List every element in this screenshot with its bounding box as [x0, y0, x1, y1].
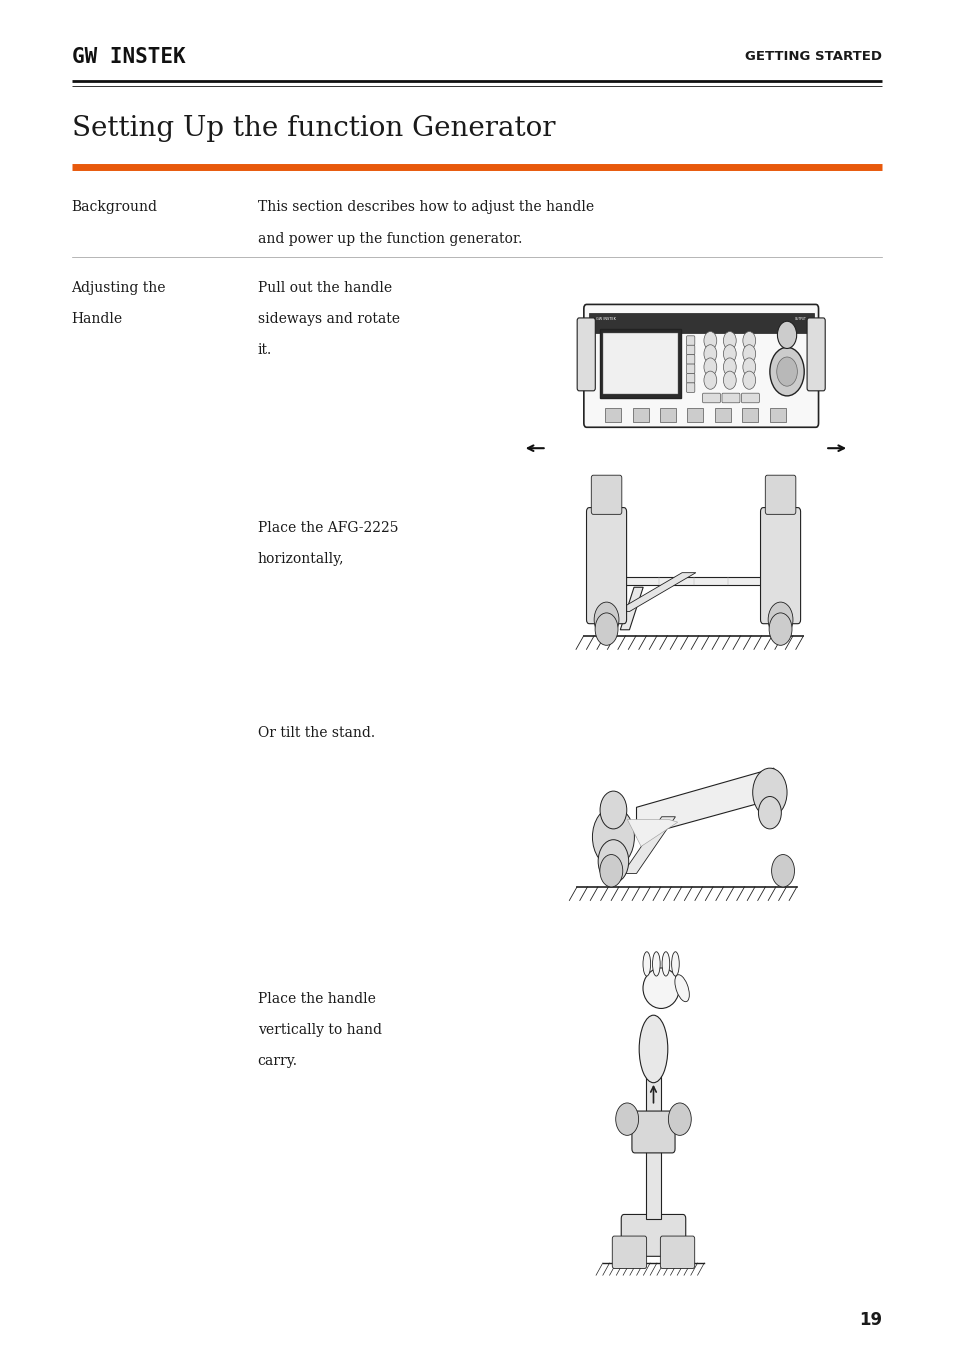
Circle shape — [703, 332, 716, 350]
FancyBboxPatch shape — [686, 346, 694, 355]
Bar — [687, 408, 702, 421]
FancyBboxPatch shape — [701, 393, 720, 402]
FancyBboxPatch shape — [686, 364, 694, 374]
Text: Pull out the handle: Pull out the handle — [257, 281, 392, 294]
Text: OUTPUT: OUTPUT — [794, 317, 805, 321]
Polygon shape — [636, 768, 773, 837]
Circle shape — [771, 855, 794, 887]
FancyBboxPatch shape — [586, 508, 626, 624]
Circle shape — [703, 344, 716, 363]
Text: Handle: Handle — [71, 312, 123, 325]
Bar — [602, 332, 677, 394]
FancyBboxPatch shape — [760, 508, 800, 624]
Text: carry.: carry. — [257, 1054, 297, 1068]
Ellipse shape — [642, 952, 650, 976]
Circle shape — [594, 602, 618, 637]
Circle shape — [592, 807, 634, 867]
Bar — [632, 408, 648, 421]
Ellipse shape — [642, 968, 679, 1008]
Text: sideways and rotate: sideways and rotate — [257, 312, 399, 325]
Bar — [599, 328, 679, 397]
Circle shape — [598, 840, 628, 883]
Text: 19: 19 — [859, 1311, 882, 1330]
Text: Setting Up the function Generator: Setting Up the function Generator — [71, 115, 555, 142]
Text: Or tilt the stand.: Or tilt the stand. — [257, 726, 375, 740]
Circle shape — [742, 371, 755, 389]
FancyBboxPatch shape — [591, 475, 621, 514]
FancyBboxPatch shape — [721, 393, 740, 402]
FancyBboxPatch shape — [583, 305, 818, 427]
Ellipse shape — [652, 952, 659, 976]
Circle shape — [768, 613, 791, 645]
Bar — [604, 408, 620, 421]
Circle shape — [703, 358, 716, 377]
Circle shape — [599, 855, 622, 887]
Circle shape — [752, 768, 786, 817]
FancyBboxPatch shape — [620, 1215, 685, 1257]
Text: Place the AFG-2225: Place the AFG-2225 — [257, 521, 397, 535]
Polygon shape — [619, 587, 642, 629]
Polygon shape — [615, 572, 695, 612]
Circle shape — [668, 1103, 691, 1135]
FancyBboxPatch shape — [659, 1237, 694, 1269]
FancyBboxPatch shape — [764, 475, 795, 514]
Circle shape — [742, 358, 755, 377]
Circle shape — [599, 791, 626, 829]
Bar — [613, 576, 773, 586]
Circle shape — [777, 321, 796, 348]
Polygon shape — [627, 819, 677, 846]
Bar — [588, 313, 813, 333]
Text: Background: Background — [71, 200, 157, 213]
Text: Place the handle: Place the handle — [257, 992, 375, 1006]
Text: GW INSTEK: GW INSTEK — [71, 47, 185, 66]
Polygon shape — [622, 817, 675, 873]
Text: vertically to hand: vertically to hand — [257, 1023, 381, 1037]
Ellipse shape — [639, 1015, 667, 1083]
Text: horizontally,: horizontally, — [257, 552, 344, 566]
Circle shape — [595, 613, 618, 645]
Circle shape — [722, 332, 736, 350]
FancyBboxPatch shape — [740, 393, 759, 402]
Circle shape — [758, 796, 781, 829]
Bar — [645, 1076, 660, 1219]
FancyBboxPatch shape — [806, 319, 824, 391]
Bar — [714, 408, 730, 421]
Circle shape — [742, 332, 755, 350]
Text: it.: it. — [257, 343, 272, 356]
Circle shape — [767, 602, 792, 637]
FancyBboxPatch shape — [686, 355, 694, 364]
Bar — [741, 408, 758, 421]
Circle shape — [742, 344, 755, 363]
Circle shape — [703, 371, 716, 389]
Bar — [769, 408, 785, 421]
Text: GW INSTEK: GW INSTEK — [596, 317, 616, 321]
Ellipse shape — [661, 952, 669, 976]
Ellipse shape — [674, 975, 689, 1002]
Text: Adjusting the: Adjusting the — [71, 281, 166, 294]
Text: GETTING STARTED: GETTING STARTED — [744, 50, 882, 63]
Circle shape — [769, 347, 803, 396]
Text: and power up the function generator.: and power up the function generator. — [257, 232, 521, 246]
Circle shape — [615, 1103, 638, 1135]
FancyBboxPatch shape — [686, 336, 694, 346]
FancyBboxPatch shape — [577, 319, 595, 391]
FancyBboxPatch shape — [686, 374, 694, 383]
Circle shape — [776, 356, 797, 386]
FancyBboxPatch shape — [631, 1111, 675, 1153]
FancyBboxPatch shape — [612, 1237, 646, 1269]
Circle shape — [722, 344, 736, 363]
FancyBboxPatch shape — [686, 383, 694, 393]
Circle shape — [722, 371, 736, 389]
Bar — [659, 408, 676, 421]
Circle shape — [722, 358, 736, 377]
Text: This section describes how to adjust the handle: This section describes how to adjust the… — [257, 200, 593, 213]
Ellipse shape — [671, 952, 679, 976]
